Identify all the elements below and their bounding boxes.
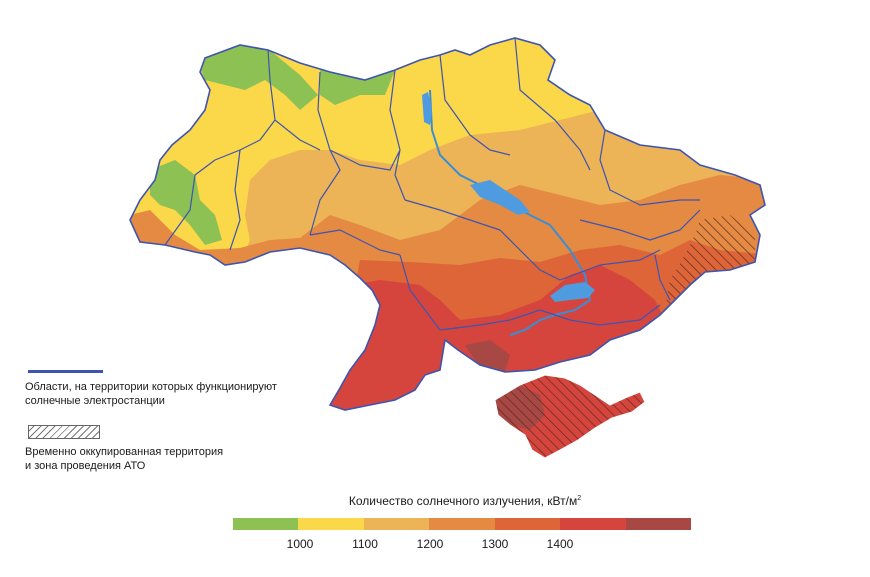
scale-title-text: Количество солнечного излучения, кВт/м — [348, 494, 578, 508]
legend-solar-plants-line1: Области, на территории которых функциони… — [25, 381, 277, 393]
legend-occupied-line2: и зона проведения АТО — [25, 460, 146, 472]
scale-tick: 1100 — [352, 537, 378, 551]
scale-tick: 1200 — [416, 537, 444, 551]
kremenchuk-reservoir — [470, 180, 530, 215]
scale-title-sup: 2 — [577, 495, 582, 502]
zone-1000-north — [195, 42, 318, 110]
scale-title: Количество солнечного излучения, кВт/м2 — [300, 494, 630, 508]
occupied-donbas-hatch — [665, 215, 755, 310]
legend-solar-plants: Области, на территории которых функциони… — [25, 380, 277, 408]
dnipro-river — [429, 89, 592, 336]
zone-1000-west — [150, 160, 222, 245]
scale-swatch-0 — [233, 518, 299, 530]
solar-plants-line-swatch — [28, 370, 103, 373]
legend-occupied-line1: Временно оккупированная территория — [25, 446, 224, 458]
scale-swatch-4 — [494, 518, 561, 530]
zone-1000-north-2 — [320, 70, 395, 105]
scale-swatch-3 — [429, 518, 495, 530]
scale-tick: 1400 — [546, 537, 574, 551]
zone-1300 — [320, 265, 670, 410]
scale-swatch-6 — [625, 518, 691, 530]
scale-swatch-2 — [363, 518, 430, 530]
scale-swatch-5 — [560, 518, 626, 530]
scale-swatch-1 — [298, 518, 364, 530]
kyiv-reservoir — [422, 92, 432, 125]
scale-tick: 1000 — [286, 537, 314, 551]
crimea-border — [494, 374, 646, 459]
ukraine-border — [129, 37, 766, 411]
scale-tick: 1300 — [481, 537, 509, 551]
legend-solar-plants-line2: солнечные электростанции — [25, 395, 165, 407]
occupied-crimea-hatch — [495, 375, 645, 458]
kakhovka-reservoir — [550, 282, 595, 302]
occupied-hatch-swatch — [28, 425, 100, 439]
scale-bar — [233, 518, 691, 530]
legend-occupied: Временно оккупированная территория и зон… — [25, 445, 223, 473]
zone-1400 — [465, 340, 510, 372]
oblast-boundaries — [164, 38, 701, 331]
